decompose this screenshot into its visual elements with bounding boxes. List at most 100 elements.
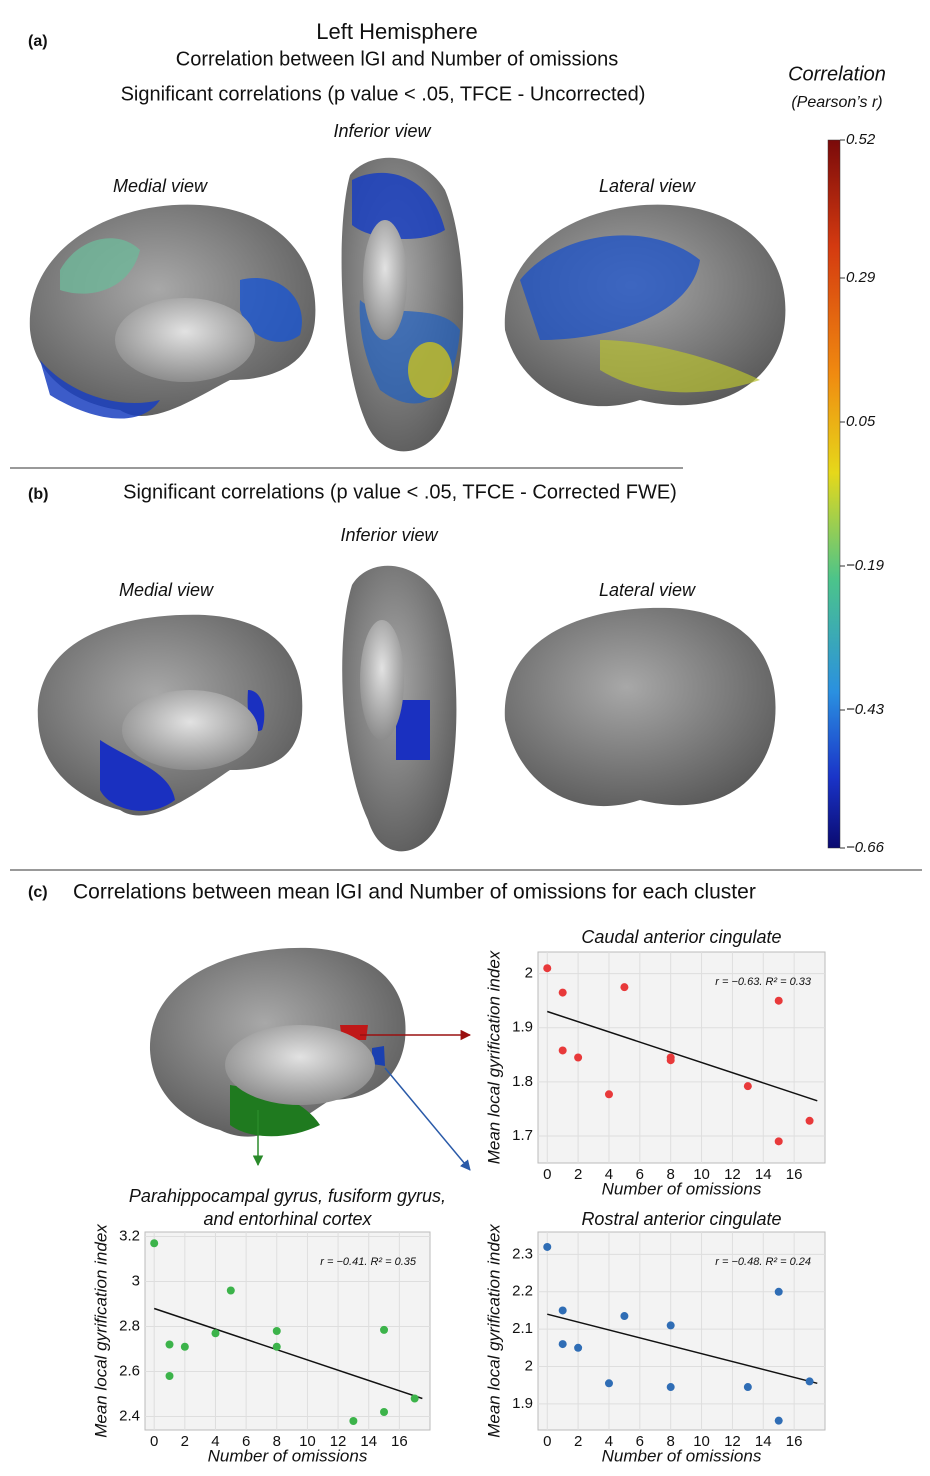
colorbar-tick-label: 0.52 <box>846 131 876 148</box>
point <box>165 1372 174 1380</box>
y-tick-label: 2 <box>525 1357 533 1374</box>
x-tick-label: 14 <box>755 1433 772 1450</box>
x-tick-label: 14 <box>360 1433 377 1450</box>
x-tick-label: 4 <box>605 1433 613 1450</box>
view-label: Inferior view <box>333 121 431 141</box>
y-tick-label: 2.1 <box>512 1320 533 1337</box>
y-tick-label: 2.8 <box>119 1317 140 1334</box>
brain-medial-a <box>29 204 316 419</box>
chart-title: Rostral anterior cingulate <box>581 1209 781 1229</box>
trend-line <box>547 1313 818 1385</box>
x-tick-label: 10 <box>299 1433 316 1450</box>
caption: Significant correlations (p value < .05,… <box>121 83 646 105</box>
x-tick-label: 2 <box>574 1166 582 1183</box>
view-label: Lateral view <box>599 580 696 600</box>
x-axis-label: Number of omissions <box>602 1179 762 1198</box>
x-tick-label: 0 <box>543 1433 551 1450</box>
colorbar-tick-label: −0.66 <box>846 839 885 856</box>
point <box>666 1056 675 1065</box>
brain-inferior-b <box>342 565 457 852</box>
panel-label: (b) <box>28 486 48 503</box>
x-tick-label: 8 <box>667 1166 675 1183</box>
point <box>805 1377 814 1386</box>
y-tick-label: 1.9 <box>512 1019 533 1036</box>
point <box>543 964 552 973</box>
panel-label: (c) <box>28 884 48 901</box>
x-tick-label: 0 <box>150 1433 158 1450</box>
y-axis-label: Mean local gyrification index <box>91 1224 110 1438</box>
x-tick-label: 16 <box>391 1433 408 1450</box>
x-tick-label: 6 <box>636 1433 644 1450</box>
x-axis-label: Number of omissions <box>208 1446 368 1465</box>
point <box>558 1340 567 1349</box>
point <box>226 1286 235 1295</box>
colorbar-tick-label: 0.29 <box>846 269 876 286</box>
caption: Significant correlations (p value < .05,… <box>123 481 677 503</box>
y-tick-label: 1.9 <box>512 1395 533 1412</box>
x-tick-label: 16 <box>786 1433 803 1450</box>
x-axis-label: Number of omissions <box>602 1446 762 1465</box>
y-tick-label: 3 <box>132 1272 140 1289</box>
point <box>558 988 567 997</box>
point <box>666 1321 675 1330</box>
y-tick-label: 2 <box>525 965 533 982</box>
view-label: Medial view <box>113 176 208 196</box>
point <box>349 1417 358 1425</box>
brain-medial-b <box>37 614 303 816</box>
x-tick-label: 16 <box>786 1166 803 1183</box>
point <box>272 1342 281 1351</box>
point <box>620 1312 629 1321</box>
x-tick-label: 4 <box>605 1166 613 1183</box>
x-tick-label: 6 <box>242 1433 250 1450</box>
point <box>380 1408 389 1416</box>
view-label: Inferior view <box>340 525 438 545</box>
point <box>805 1116 814 1125</box>
annotation: r = −0.48. R² = 0.24 <box>715 1256 811 1268</box>
colorbar <box>827 139 841 849</box>
x-tick-label: 10 <box>693 1166 710 1183</box>
colorbar-tick-label: −0.43 <box>846 701 885 718</box>
plot-area <box>537 1231 826 1431</box>
x-tick-label: 14 <box>755 1166 772 1183</box>
y-axis-label: Mean local gyrification index <box>484 1224 503 1438</box>
plot-area <box>537 951 826 1164</box>
y-tick-label: 1.8 <box>512 1073 533 1090</box>
point <box>180 1342 189 1351</box>
colorbar-title: Correlation <box>788 63 886 85</box>
x-tick-label: 12 <box>724 1166 741 1183</box>
x-tick-label: 8 <box>273 1433 281 1450</box>
point <box>558 1306 567 1315</box>
point <box>574 1343 583 1352</box>
colorbar-tick-label: 0.05 <box>846 413 876 430</box>
y-tick-label: 1.7 <box>512 1127 533 1144</box>
view-label: Lateral view <box>599 176 696 196</box>
x-tick-label: 12 <box>724 1433 741 1450</box>
colorbar-subtitle: (Pearson’s r) <box>791 94 882 111</box>
brain-lateral-a <box>504 204 786 407</box>
point <box>165 1340 174 1349</box>
y-tick-label: 2.4 <box>119 1407 140 1424</box>
annotation: r = −0.41. R² = 0.35 <box>320 1256 417 1268</box>
panel-title: Correlations between mean lGI and Number… <box>73 881 756 904</box>
x-tick-label: 10 <box>693 1433 710 1450</box>
point <box>604 1379 613 1388</box>
x-tick-label: 0 <box>543 1166 551 1183</box>
point <box>666 1383 675 1392</box>
annotation: r = −0.63. R² = 0.33 <box>715 976 812 988</box>
x-tick-label: 12 <box>330 1433 347 1450</box>
y-tick-label: 2.2 <box>512 1283 533 1300</box>
y-tick-label: 2.3 <box>512 1245 533 1262</box>
colorbar-tick-label: −0.19 <box>846 557 885 574</box>
y-tick-label: 3.2 <box>119 1227 140 1244</box>
brain-lateral-b <box>504 607 776 807</box>
brain-inferior-a <box>341 157 464 452</box>
point <box>211 1329 220 1338</box>
x-tick-label: 8 <box>667 1433 675 1450</box>
point <box>558 1046 567 1055</box>
point <box>774 1137 783 1146</box>
trend-line <box>547 1010 818 1102</box>
x-tick-label: 4 <box>211 1433 219 1450</box>
point <box>150 1239 159 1248</box>
panel-label: (a) <box>28 33 48 50</box>
